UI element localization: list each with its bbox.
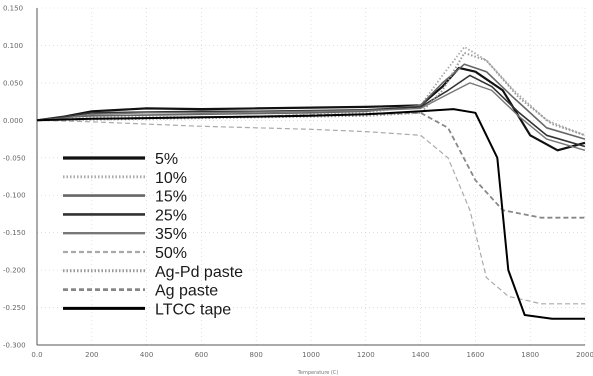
y-tick-label: 0.100: [3, 42, 23, 50]
y-tick-label: -0.150: [3, 229, 26, 237]
y-tick-label: -0.100: [3, 192, 26, 200]
series-line-50pct: [36, 119, 585, 305]
y-tick-label: -0.250: [3, 304, 26, 312]
x-tick-label: 400: [140, 351, 153, 359]
legend-label-5pct: 5%: [155, 151, 178, 168]
y-tick-label: -0.200: [3, 267, 26, 275]
x-tick-label: 800: [250, 351, 263, 359]
legend-label-15pct: 15%: [155, 189, 187, 206]
series-line-5pct: [36, 66, 586, 152]
x-tick-label: 1200: [357, 351, 375, 359]
legend-label-10pct: 10%: [155, 170, 187, 187]
x-tick-label: 0.0: [31, 351, 42, 359]
y-tick-label: 0.050: [3, 79, 23, 87]
x-tick-label: 1000: [302, 351, 320, 359]
y-tick-label: -0.300: [3, 342, 26, 350]
x-tick-label: 200: [85, 351, 98, 359]
x-tick-label: 1400: [412, 351, 430, 359]
series-line-35pct: [36, 82, 586, 151]
x-tick-label: 2000: [576, 351, 593, 359]
tick-labels: 0.150 0.100 0.050 0.000 -0.050 -0.100 -0.150 -0…: [3, 5, 593, 360]
x-tick-label: 1800: [521, 351, 539, 359]
series-lines: [36, 46, 586, 320]
legend-label-35pct: 35%: [155, 226, 187, 243]
legend: 5% 10% 15%25% 35% 50% Ag-Pd paste Ag pasteLTCC…: [63, 151, 243, 318]
series-line-ltcc-tape: [36, 108, 585, 320]
axes: [36, 8, 585, 346]
x-tick-label: 600: [195, 351, 208, 359]
legend-label-50pct: 50%: [155, 245, 187, 262]
y-tick-label: 0.150: [3, 5, 23, 13]
x-tick-label: 1600: [466, 351, 484, 359]
legend-label-ag-paste: Ag paste: [155, 283, 218, 300]
y-tick-label: -0.050: [3, 154, 26, 162]
y-tick-label: 0.000: [3, 117, 23, 125]
x-axis-label: Temperature (C): [297, 370, 339, 376]
legend-label-ag-pd-paste: Ag-Pd paste: [155, 264, 243, 281]
legend-label-ltcc-tape: LTCC tape: [155, 301, 231, 318]
series-line-25pct: [36, 74, 586, 148]
legend-label-25pct: 25%: [155, 207, 187, 224]
